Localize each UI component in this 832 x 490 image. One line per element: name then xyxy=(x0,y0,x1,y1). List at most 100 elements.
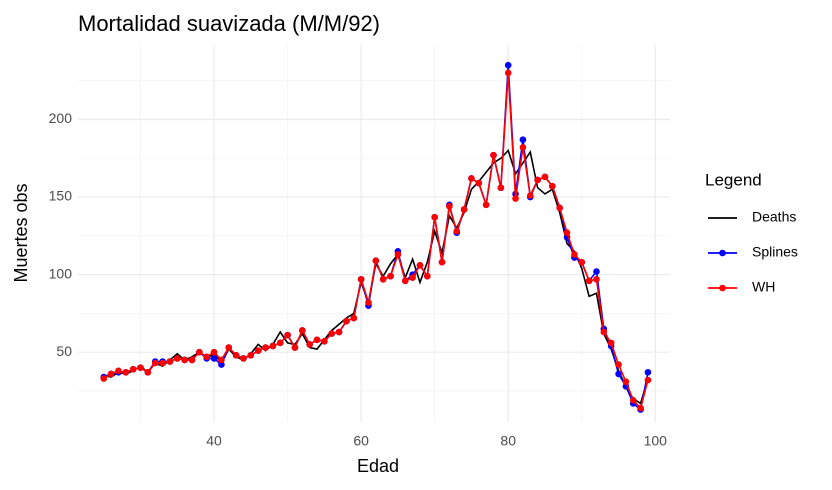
data-point xyxy=(232,351,240,359)
data-point xyxy=(512,195,519,202)
data-point xyxy=(526,192,534,199)
data-point xyxy=(468,175,475,182)
legend-label: WH xyxy=(752,279,775,295)
data-point xyxy=(284,331,291,339)
data-point xyxy=(365,299,372,306)
x-tick-label: 100 xyxy=(644,433,668,449)
data-point xyxy=(173,355,181,362)
data-point xyxy=(571,251,578,258)
x-tick-label: 40 xyxy=(206,433,222,449)
data-point xyxy=(276,339,284,347)
data-point xyxy=(225,344,233,351)
data-point xyxy=(129,365,137,373)
data-point xyxy=(497,184,505,192)
data-point xyxy=(600,328,608,336)
data-point xyxy=(482,201,490,209)
data-point xyxy=(357,275,365,283)
data-point xyxy=(269,342,277,350)
x-axis-label: Edad xyxy=(357,456,399,476)
data-point xyxy=(321,338,328,345)
data-point xyxy=(519,144,527,151)
data-point xyxy=(607,339,615,347)
data-point xyxy=(372,257,380,264)
data-point xyxy=(387,272,394,280)
data-point xyxy=(541,173,549,181)
data-point xyxy=(556,204,563,212)
data-point xyxy=(306,341,313,348)
x-tick-label: 60 xyxy=(353,433,369,449)
data-point xyxy=(291,344,299,351)
legend-label: Splines xyxy=(752,244,798,260)
data-point xyxy=(151,359,159,367)
data-point xyxy=(203,353,210,361)
data-point xyxy=(350,314,358,322)
data-point xyxy=(534,176,541,184)
data-point xyxy=(188,356,196,364)
data-point xyxy=(343,317,350,325)
data-point xyxy=(615,370,622,378)
legend-label: Deaths xyxy=(752,209,796,225)
data-point xyxy=(504,69,512,77)
data-point xyxy=(446,203,453,210)
data-point xyxy=(394,251,402,258)
data-point xyxy=(166,358,174,365)
data-point xyxy=(181,356,188,364)
y-tick-label: 200 xyxy=(49,110,73,126)
data-point xyxy=(218,361,225,368)
chart-title: Mortalidad suavizada (M/M/92) xyxy=(78,11,380,36)
data-point xyxy=(218,356,225,364)
data-point xyxy=(335,328,343,336)
data-point xyxy=(313,336,321,344)
data-point xyxy=(115,367,122,375)
legend-marker xyxy=(719,249,726,257)
data-point xyxy=(159,359,166,367)
data-point xyxy=(210,348,218,356)
series-line xyxy=(103,148,649,405)
data-point xyxy=(549,182,556,190)
legend-title: Legend xyxy=(705,170,762,189)
data-point xyxy=(240,355,247,362)
data-point xyxy=(644,369,652,376)
data-point xyxy=(210,355,218,362)
data-point xyxy=(254,347,262,354)
data-point xyxy=(637,404,644,412)
data-point xyxy=(438,258,446,266)
data-point xyxy=(409,274,416,282)
y-tick-label: 50 xyxy=(56,343,72,359)
data-point xyxy=(475,179,483,187)
y-axis-label: Muertes obs xyxy=(11,183,31,282)
data-point xyxy=(622,378,630,385)
legend-marker xyxy=(719,284,726,292)
data-point xyxy=(504,61,512,69)
data-point xyxy=(563,229,571,237)
data-point xyxy=(379,275,387,283)
x-tick-label: 80 xyxy=(500,433,516,449)
data-point xyxy=(519,136,527,143)
data-point xyxy=(615,361,622,368)
data-point xyxy=(107,370,115,378)
data-point xyxy=(298,327,306,334)
data-point xyxy=(137,364,144,371)
data-point xyxy=(247,351,255,359)
data-point xyxy=(100,375,108,382)
data-point xyxy=(262,344,269,351)
data-point xyxy=(460,206,468,213)
data-point xyxy=(144,369,152,376)
data-point xyxy=(122,369,130,376)
data-point xyxy=(490,151,497,159)
data-point xyxy=(585,277,593,285)
data-point xyxy=(593,268,600,275)
data-point xyxy=(424,272,431,280)
y-tick-label: 100 xyxy=(49,265,73,281)
data-point xyxy=(453,227,461,235)
y-tick-label: 150 xyxy=(49,188,73,204)
data-point xyxy=(328,330,336,337)
data-point xyxy=(593,275,600,283)
data-point xyxy=(629,396,637,404)
data-point xyxy=(416,262,424,269)
data-point xyxy=(578,258,586,266)
data-point xyxy=(401,277,409,285)
data-point xyxy=(431,213,438,221)
